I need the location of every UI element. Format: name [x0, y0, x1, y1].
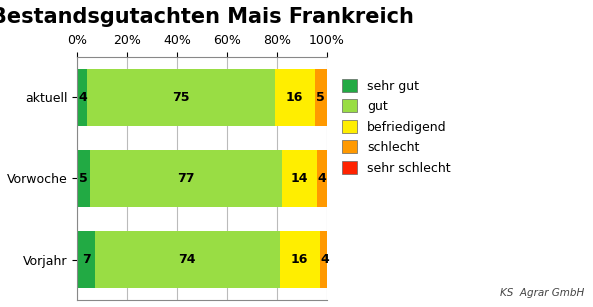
- Text: 7: 7: [82, 253, 91, 266]
- Legend: sehr gut, gut, befriedigend, schlecht, sehr schlecht: sehr gut, gut, befriedigend, schlecht, s…: [338, 75, 454, 178]
- Text: 5: 5: [317, 91, 325, 104]
- Text: KS  Agrar GmbH: KS Agrar GmbH: [500, 288, 584, 298]
- Bar: [78, 231, 95, 288]
- Text: 74: 74: [178, 253, 196, 266]
- Text: 4: 4: [78, 91, 87, 104]
- Text: 16: 16: [286, 91, 303, 104]
- Bar: [78, 69, 87, 126]
- Bar: [90, 150, 282, 207]
- Text: 77: 77: [177, 172, 195, 185]
- Bar: [275, 69, 314, 126]
- Bar: [279, 231, 320, 288]
- Text: 75: 75: [172, 91, 190, 104]
- Bar: [78, 150, 90, 207]
- Bar: [95, 231, 279, 288]
- Bar: [282, 150, 317, 207]
- Text: 5: 5: [79, 172, 88, 185]
- Bar: [317, 150, 327, 207]
- Text: 4: 4: [318, 172, 326, 185]
- Text: 14: 14: [291, 172, 308, 185]
- Bar: [87, 69, 275, 126]
- Text: 16: 16: [291, 253, 308, 266]
- Bar: [314, 69, 327, 126]
- Text: 4: 4: [320, 253, 329, 266]
- Bar: [320, 231, 330, 288]
- Title: Bestandsgutachten Mais Frankreich: Bestandsgutachten Mais Frankreich: [0, 7, 414, 27]
